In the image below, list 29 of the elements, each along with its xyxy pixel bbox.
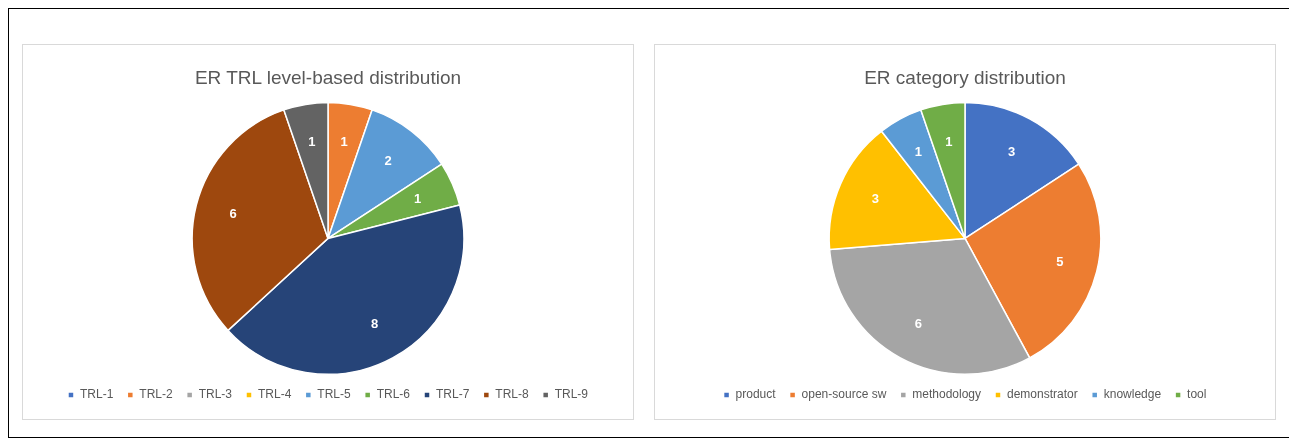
data-label: 6 [914, 316, 923, 331]
chart-title: ER category distribution [864, 66, 1066, 88]
legend-label: TRL-4 [257, 387, 292, 402]
legend-label: product [735, 387, 777, 402]
legend-label: TRL-6 [376, 387, 411, 402]
legend-label: demonstrator [1007, 387, 1078, 402]
legend-label: tool [1187, 387, 1207, 402]
data-label: 1 [914, 143, 923, 159]
data-label: 6 [229, 205, 237, 221]
data-label: 1 [413, 190, 422, 206]
legend-label: methodology [912, 387, 982, 402]
legend-label: TRL-8 [495, 387, 530, 402]
legend-label: TRL-2 [139, 387, 173, 402]
legend-label: knowledge [1103, 387, 1162, 402]
legend-label: TRL-7 [436, 387, 470, 402]
data-label: 5 [1056, 253, 1064, 269]
data-label: 3 [1007, 143, 1016, 159]
legend-label: TRL-9 [554, 387, 589, 402]
legend-label: TRL-3 [198, 387, 233, 402]
chart-title: ER TRL level-based distribution [194, 66, 462, 88]
data-label: 1 [340, 133, 348, 149]
data-label: 1 [945, 133, 953, 149]
data-label: 3 [871, 190, 880, 206]
legend-label: TRL-5 [317, 387, 351, 402]
legend-label: TRL-1 [79, 387, 114, 402]
data-label: 2 [384, 152, 392, 168]
legend-label: open-source sw [801, 387, 887, 402]
data-label: 8 [370, 316, 379, 331]
data-label: 1 [308, 133, 316, 149]
